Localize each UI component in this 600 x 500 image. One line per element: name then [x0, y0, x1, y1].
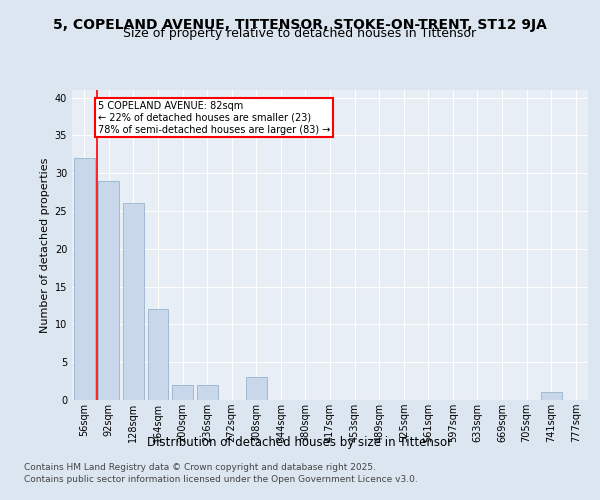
Bar [246, 378, 267, 400]
Bar [197, 385, 218, 400]
Y-axis label: Number of detached properties: Number of detached properties [40, 158, 50, 332]
Text: Contains public sector information licensed under the Open Government Licence v3: Contains public sector information licen… [24, 475, 418, 484]
Text: Contains HM Land Registry data © Crown copyright and database right 2025.: Contains HM Land Registry data © Crown c… [24, 464, 376, 472]
Bar [172, 385, 193, 400]
Bar [541, 392, 562, 400]
Text: 5 COPELAND AVENUE: 82sqm
← 22% of detached houses are smaller (23)
78% of semi-d: 5 COPELAND AVENUE: 82sqm ← 22% of detach… [98, 102, 330, 134]
Bar [98, 180, 119, 400]
Bar [74, 158, 95, 400]
Bar [123, 204, 144, 400]
Text: 5, COPELAND AVENUE, TITTENSOR, STOKE-ON-TRENT, ST12 9JA: 5, COPELAND AVENUE, TITTENSOR, STOKE-ON-… [53, 18, 547, 32]
Text: Distribution of detached houses by size in Tittensor: Distribution of detached houses by size … [148, 436, 452, 449]
Bar [148, 310, 169, 400]
Text: Size of property relative to detached houses in Tittensor: Size of property relative to detached ho… [124, 28, 476, 40]
